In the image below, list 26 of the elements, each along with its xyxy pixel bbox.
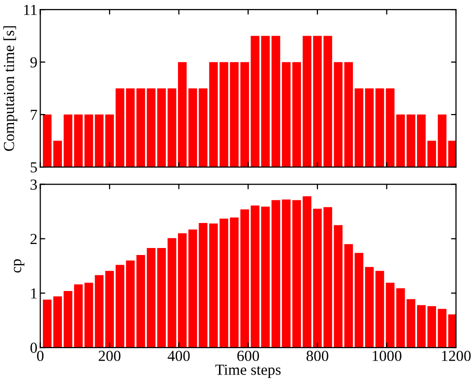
x-tick-label: 1000 (372, 350, 402, 362)
bar (282, 200, 291, 348)
y-tick-label: 5 (30, 162, 37, 172)
bar (375, 270, 384, 348)
y-tick-label: 0 (30, 342, 37, 353)
y-tick-label: 1 (31, 288, 37, 298)
bar (84, 282, 94, 348)
x-tick-label: 1200 (442, 350, 471, 362)
y-tick-label: 3 (30, 180, 37, 190)
bar (334, 225, 343, 348)
bar (230, 218, 239, 348)
y-tick-label: 2 (30, 234, 37, 244)
y-tick-label: 7 (30, 110, 38, 120)
y-axis-title: Computaion time [s] (3, 26, 18, 151)
x-tick-label: 400 (168, 350, 190, 362)
x-tick-label: 200 (98, 350, 120, 362)
y-axis-title: cp (14, 259, 24, 273)
bar (42, 300, 52, 348)
x-axis-title: Time steps (215, 364, 281, 378)
bar (188, 229, 198, 348)
y-tick-label: 9 (30, 57, 37, 68)
bar (427, 306, 436, 348)
x-tick-label: 600 (237, 350, 260, 362)
y-tick-label: 11 (24, 4, 37, 15)
bar (136, 255, 146, 348)
x-tick-label: 800 (306, 350, 328, 362)
